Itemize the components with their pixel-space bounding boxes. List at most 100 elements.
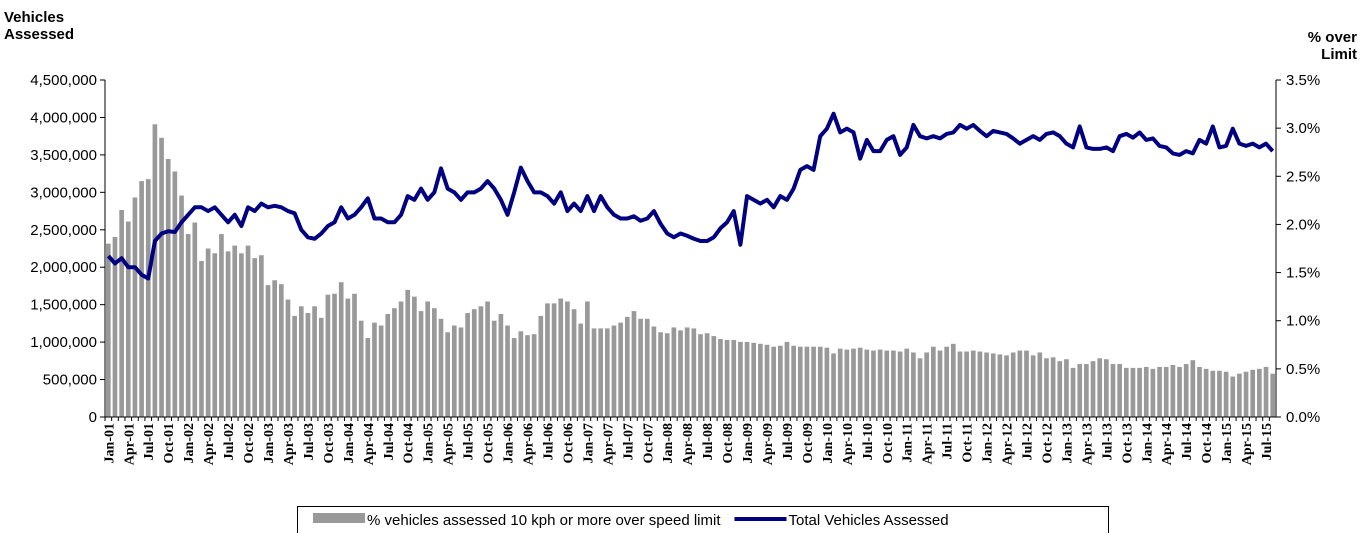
y2-tick-label: 2.5% — [1286, 168, 1320, 185]
legend-swatch — [313, 513, 365, 523]
bar — [724, 339, 730, 417]
y2-axis-title: % over Limit — [1307, 29, 1357, 63]
x-tick-label: Jan-13 — [1060, 423, 1075, 463]
bar — [1037, 352, 1043, 417]
bar — [298, 306, 304, 417]
x-tick-label: Jul-01 — [142, 423, 157, 460]
y-tick-label: 1,500,000 — [30, 297, 97, 314]
x-tick-label: Apr-03 — [282, 423, 297, 465]
bar — [837, 348, 843, 417]
x-tick-label: Jul-05 — [462, 423, 477, 460]
bar — [545, 303, 550, 417]
bar — [511, 338, 517, 417]
x-tick-label: Apr-12 — [1001, 423, 1016, 465]
bar — [1197, 366, 1202, 417]
bar — [624, 316, 630, 417]
bar — [152, 124, 158, 417]
bar — [1064, 359, 1069, 417]
x-tick-label: Jan-03 — [262, 423, 277, 463]
bar — [305, 313, 311, 417]
x-tick-label: Jul-09 — [781, 423, 796, 460]
x-tick-label: Jan-02 — [182, 423, 197, 463]
bar — [1237, 373, 1242, 417]
x-tick-label: Oct-06 — [561, 423, 576, 463]
y-tick-label: 500,000 — [43, 372, 97, 389]
bar — [857, 347, 863, 417]
bar — [598, 328, 604, 417]
bar — [791, 345, 796, 417]
bar — [412, 296, 417, 417]
x-tick-label: Oct-12 — [1040, 423, 1055, 463]
bar — [871, 350, 876, 417]
bar — [1097, 358, 1103, 417]
x-tick-label: Jul-14 — [1180, 423, 1195, 460]
bar — [1223, 371, 1229, 417]
bar — [1243, 371, 1249, 417]
bar — [498, 313, 504, 417]
bar — [565, 301, 570, 417]
x-tick-label: Jan-11 — [901, 423, 916, 463]
bar — [1263, 366, 1269, 417]
bar — [219, 234, 224, 417]
x-tick-label: Oct-09 — [801, 423, 816, 463]
x-tick-label: Apr-08 — [681, 423, 696, 465]
bar — [1104, 359, 1109, 417]
y2-tick-label: 0.5% — [1286, 361, 1320, 378]
bar — [964, 351, 969, 417]
x-tick-label: Jan-05 — [422, 423, 437, 463]
bar — [1250, 369, 1256, 417]
bar — [1170, 365, 1176, 417]
bar — [571, 309, 577, 417]
bar — [591, 328, 597, 417]
bar — [990, 353, 996, 417]
bar — [318, 317, 324, 417]
bar — [1050, 357, 1056, 417]
x-tick-label: Jan-01 — [102, 423, 117, 463]
bar — [372, 322, 377, 417]
x-tick-label: Apr-11 — [921, 423, 936, 464]
bar — [844, 349, 850, 417]
bar — [897, 351, 903, 417]
x-tick-label: Apr-01 — [122, 423, 137, 465]
x-tick-label: Jul-03 — [302, 423, 317, 460]
bar — [711, 336, 717, 417]
bar — [1017, 350, 1023, 417]
bar — [777, 345, 783, 417]
bar — [165, 158, 171, 417]
bar — [1143, 366, 1149, 417]
x-tick-label: Apr-14 — [1160, 423, 1175, 465]
bar — [678, 330, 683, 417]
bar — [265, 285, 271, 417]
bar — [698, 334, 703, 417]
bar — [1183, 364, 1189, 417]
bar — [1157, 366, 1162, 417]
bar — [957, 351, 963, 417]
bar — [1123, 367, 1129, 417]
x-tick-label: Jul-11 — [941, 423, 956, 460]
bar — [1217, 370, 1222, 417]
bar — [1137, 367, 1142, 417]
y-tick-label: 3,000,000 — [30, 184, 97, 201]
x-tick-label: Oct-11 — [961, 423, 976, 463]
bar — [1163, 366, 1169, 417]
bar — [771, 346, 776, 417]
x-tick-label: Oct-03 — [322, 423, 337, 463]
bar — [212, 253, 218, 417]
x-tick-label: Jul-04 — [382, 423, 397, 460]
bar — [638, 318, 643, 417]
bar — [1030, 355, 1036, 417]
bar — [658, 332, 663, 417]
bar — [1044, 358, 1049, 417]
y2-tick-label: 2.0% — [1286, 216, 1320, 233]
bar — [285, 299, 291, 417]
bar — [525, 335, 530, 417]
x-tick-label: Oct-10 — [881, 423, 896, 463]
y2-tick-label: 1.5% — [1286, 265, 1320, 282]
y-axis-title: Vehicles Assessed — [4, 9, 75, 43]
bar — [119, 209, 124, 417]
x-tick-label: Oct-02 — [242, 423, 257, 463]
bar — [132, 197, 138, 417]
x-tick-label: Jan-10 — [821, 423, 836, 463]
bar — [1257, 368, 1262, 417]
